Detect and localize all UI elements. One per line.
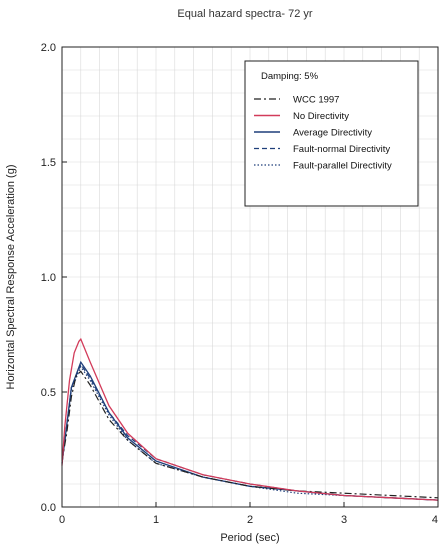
legend-label-no-directivity: No Directivity bbox=[293, 111, 349, 122]
legend-entries: WCC 1997 No Directivity Average Directivit… bbox=[254, 95, 392, 172]
series-line-no-directivity bbox=[61, 337, 439, 501]
series-line-wcc-1997 bbox=[61, 370, 439, 499]
legend-label-average-directivity: Average Directivity bbox=[293, 128, 372, 139]
legend-label-fault-normal-directivity: Fault-normal Directivity bbox=[293, 144, 390, 155]
chart-title: Equal hazard spectra- 72 yr bbox=[177, 8, 312, 20]
y-tick-label: 2.0 bbox=[41, 42, 56, 54]
y-tick-label: 0.5 bbox=[41, 387, 56, 399]
legend-title: Damping: 5% bbox=[261, 71, 319, 82]
legend-box bbox=[244, 60, 419, 207]
x-tick-label: 3 bbox=[341, 514, 347, 526]
x-tick-label: 0 bbox=[59, 514, 65, 526]
x-axis-label: Period (sec) bbox=[220, 532, 279, 544]
x-tick-label: 4 bbox=[432, 514, 438, 526]
y-tick-label: 0.0 bbox=[41, 502, 56, 514]
legend-label-wcc-1997: WCC 1997 bbox=[293, 95, 339, 106]
y-tick-label: 1.0 bbox=[41, 272, 56, 284]
y-tick-label: 1.5 bbox=[41, 157, 56, 169]
legend: Damping: 5% WCC 1997 No Directivity Averag… bbox=[244, 60, 419, 207]
x-tick-label: 1 bbox=[153, 514, 159, 526]
y-axis-label: Horizontal Spectral Response Acceleratio… bbox=[5, 164, 17, 389]
series-layer bbox=[61, 337, 439, 501]
x-tick-label: 2 bbox=[247, 514, 253, 526]
legend-label-fault-parallel-directivity: Fault-parallel Directivity bbox=[293, 161, 392, 172]
ticks: 0 1 2 3 4 0.0 0.5 1.0 1.5 2.0 bbox=[41, 42, 439, 526]
